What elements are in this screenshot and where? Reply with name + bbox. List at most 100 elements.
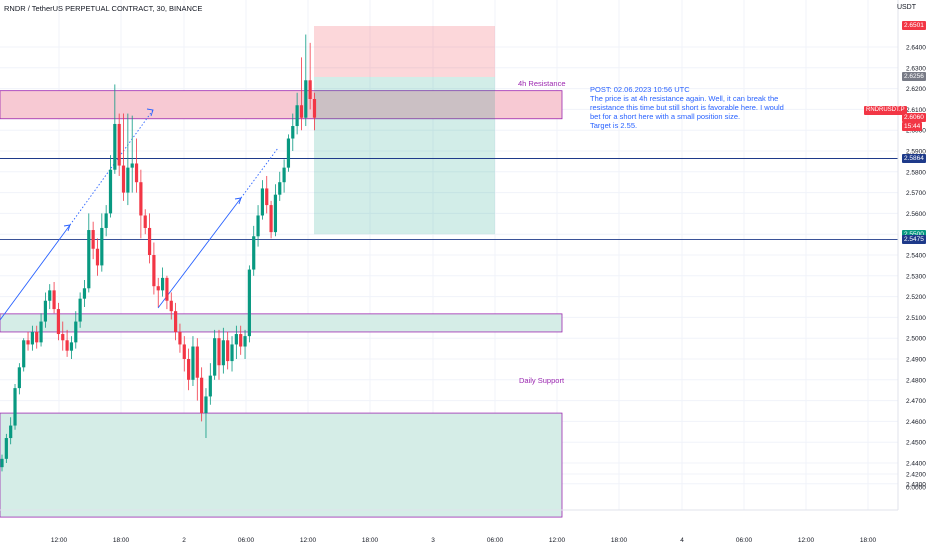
candle-body (239, 334, 243, 347)
candle-body (226, 340, 230, 362)
time-tick-label: 12:00 (51, 537, 68, 544)
price-tick-label: 2.4200 (906, 472, 926, 479)
candle-body (230, 344, 234, 362)
price-tag: 2.5475 (902, 234, 926, 244)
resistance-label: 4h Resistance (518, 79, 566, 88)
time-tick-label: 12:00 (300, 537, 317, 544)
candle-body (312, 99, 317, 118)
trend-arrow-2 (157, 197, 242, 309)
candle-body (48, 290, 52, 301)
candle-body (252, 236, 256, 270)
candle-body (39, 321, 43, 343)
candle-body (117, 123, 121, 166)
candle-body (69, 342, 74, 351)
price-tag: 2.6060 (902, 113, 926, 123)
candle-body (152, 255, 156, 287)
price-tick-label: 2.4800 (906, 377, 926, 384)
price-tick-label: 2.4500 (906, 440, 926, 447)
time-tick-label: 12:00 (798, 537, 815, 544)
candle-body (234, 334, 238, 345)
candle-body (195, 346, 199, 378)
candle-body (308, 80, 312, 99)
price-axis[interactable]: 2.6400 2.6300 2.6200 2.6100 2.6000 2.5900 2.58… (906, 45, 926, 492)
candle-body (35, 331, 39, 343)
time-tick-label: 06:00 (487, 537, 504, 544)
time-tick-label: 18:00 (362, 537, 379, 544)
projection-1 (69, 109, 154, 226)
candle-body (191, 346, 195, 380)
price-tick-label: 2.5800 (906, 169, 926, 176)
candles (0, 34, 317, 472)
price-tick-label: 2.6000 (906, 128, 926, 135)
candle-body (256, 215, 260, 237)
time-tick-label: 12:00 (549, 537, 566, 544)
time-tick-label: 06:00 (736, 537, 753, 544)
candle-body (139, 182, 143, 216)
candle-body (269, 205, 273, 233)
candle-body (273, 194, 278, 233)
trend-arrow-1 (0, 224, 71, 321)
price-tag: 2.5864 (902, 153, 926, 163)
candle-body (17, 367, 21, 389)
price-tick-label: 2.5900 (906, 149, 926, 156)
candle-body (278, 182, 282, 195)
candle-body (299, 105, 304, 118)
price-tick-label: 2.6400 (906, 45, 926, 52)
chart-title: RNDR / TetherUS PERPETUAL CONTRACT, 30, … (4, 4, 203, 13)
zone-0 (0, 90, 563, 120)
take-profit-area (314, 76, 495, 235)
candle-body (221, 340, 225, 366)
time-tick-label: 06:00 (238, 537, 255, 544)
candle-body (182, 344, 186, 359)
projection-2 (240, 147, 279, 199)
candle-body (52, 290, 56, 310)
short-position-tool[interactable] (314, 25, 495, 235)
candle-body (174, 311, 178, 332)
candle-body (204, 396, 208, 414)
candle-body (160, 277, 165, 291)
candle-body (56, 309, 61, 335)
candle-body (130, 163, 134, 168)
candle-body (87, 230, 91, 289)
time-tick-label: 18:00 (113, 537, 130, 544)
candle-body (213, 338, 217, 376)
candle-body (100, 227, 104, 266)
price-tick-label: 2.5100 (906, 315, 926, 322)
price-tick-label: 2.4600 (906, 419, 926, 426)
price-tick-label: 2.4300 (906, 481, 926, 488)
price-tick-label: 2.4400 (906, 461, 926, 468)
candle-body (65, 340, 69, 351)
candle-body (134, 163, 139, 183)
price-tick-label: 2.5700 (906, 190, 926, 197)
candle-body (156, 286, 160, 291)
candle-body (13, 388, 17, 426)
price-tick-label: 2.6100 (906, 107, 926, 114)
time-tick-label: 2 (182, 537, 186, 544)
candle-body (260, 188, 264, 216)
stop-loss-area (314, 25, 495, 77)
candle-body (291, 126, 295, 139)
candle-body (0, 458, 4, 468)
price-tick-label: 2.4700 (906, 398, 926, 405)
candle-body (265, 188, 269, 206)
price-tick-label: 2.4900 (906, 357, 926, 364)
price-tick-label: 2.5300 (906, 273, 926, 280)
candle-body (165, 277, 169, 301)
candle-body (43, 300, 47, 322)
candle-body (9, 425, 13, 439)
candle-body (82, 288, 87, 299)
price-tag: 2.5500 (902, 229, 926, 239)
price-tag: 2.6256 (902, 72, 926, 82)
zone-2 (0, 412, 563, 518)
candle-body (61, 334, 65, 341)
time-tick-label: 18:00 (611, 537, 628, 544)
candle-body (243, 336, 247, 347)
candle-body (282, 167, 286, 183)
candle-body (74, 321, 78, 343)
time-axis[interactable]: 12:00 18:00 2 06:00 12:00 18:00 3 06:00 12:00 18:… (51, 537, 877, 544)
candle-body (217, 338, 221, 366)
candle-body (26, 340, 30, 345)
arrow-head-2 (146, 108, 154, 117)
candle-body (295, 105, 299, 127)
